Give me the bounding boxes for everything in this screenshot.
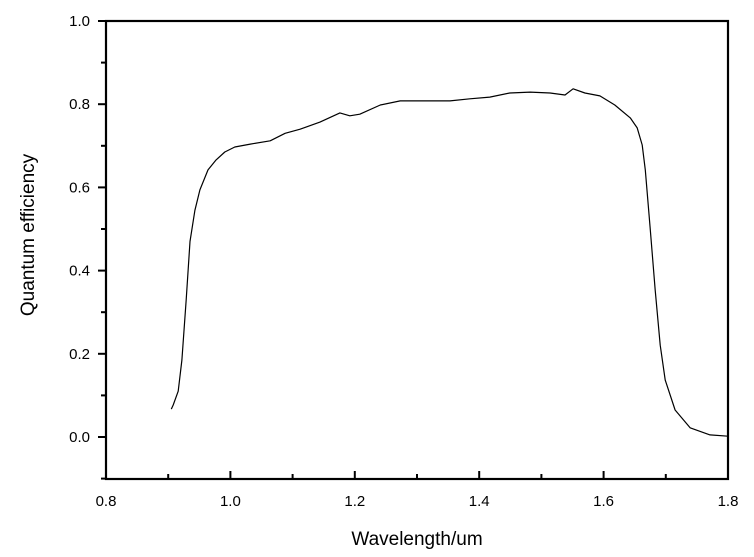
plot-frame — [104, 19, 730, 481]
y-tick-label: 0.6 — [69, 179, 90, 196]
y-tick-label: 0.4 — [69, 263, 90, 280]
x-tick-label: 0.8 — [96, 493, 117, 510]
x-tick-label: 1.0 — [220, 493, 241, 510]
y-tick-label: 0.0 — [69, 429, 90, 446]
y-axis-tick-labels: 0.0 0.2 0.4 0.6 0.8 1.0 — [69, 13, 90, 446]
y-tick-label: 0.2 — [69, 346, 90, 363]
x-tick-label: 1.4 — [469, 493, 490, 510]
x-tick-label: 1.2 — [344, 493, 365, 510]
y-axis-ticks — [98, 20, 106, 480]
x-tick-label: 1.8 — [718, 493, 739, 510]
y-axis-title: Quantum efficiency — [18, 153, 39, 316]
y-tick-label: 1.0 — [69, 13, 90, 30]
x-axis-tick-labels: 0.8 1.0 1.2 1.4 1.6 1.8 — [96, 493, 739, 510]
x-tick-label: 1.6 — [593, 493, 614, 510]
x-axis-ticks — [105, 471, 729, 479]
y-tick-label: 0.8 — [69, 96, 90, 113]
x-axis-title: Wavelength/um — [351, 529, 482, 550]
qe-curve-line — [170, 88, 729, 437]
